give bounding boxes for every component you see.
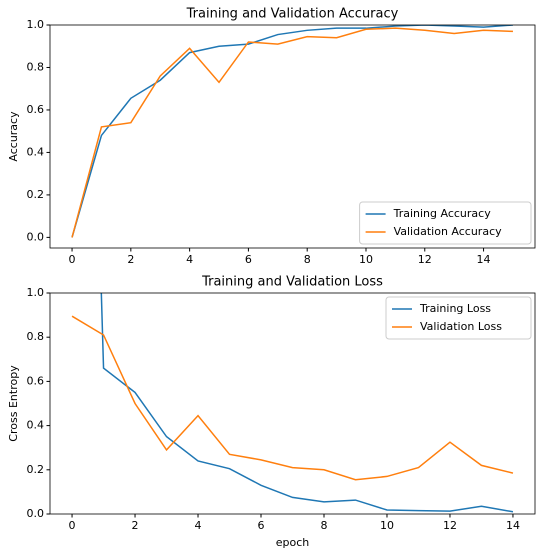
y-tick-label: 1.0 [27,286,45,299]
line-series [71,315,514,481]
y-tick-label: 0.2 [27,188,45,201]
x-tick-label: 10 [359,253,373,266]
legend-box [385,296,532,340]
legend-box [359,201,532,245]
chart-title: Training and Validation Accuracy [186,7,399,22]
line-series [71,25,514,238]
y-tick-label: 0.0 [27,230,45,243]
axes-frame [49,24,536,249]
y-tick-label: 0.0 [27,507,45,520]
x-tick-label: 14 [477,253,491,266]
x-tick-label: 0 [69,519,76,532]
y-tick-label: 0.4 [27,419,45,432]
y-tick-label: 0.8 [27,60,45,73]
y-tick-label: 0.6 [27,374,45,387]
x-tick-label: 0 [69,253,76,266]
x-tick-label: 6 [258,519,265,532]
legend-label: Training Accuracy [393,207,492,220]
line-series [100,293,514,513]
chart-title: Training and Validation Loss [201,275,383,290]
y-tick-label: 0.2 [27,463,45,476]
y-tick-label: 0.6 [27,103,45,116]
y-axis-label: Accuracy [7,111,20,162]
legend-label: Validation Loss [420,320,502,333]
x-tick-label: 10 [380,519,394,532]
axes-frame [49,292,536,515]
x-tick-label: 8 [304,253,311,266]
x-tick-label: 4 [186,253,193,266]
y-tick-label: 0.4 [27,145,45,158]
x-tick-label: 12 [418,253,432,266]
line-series [71,27,513,238]
x-tick-label: 6 [245,253,252,266]
x-tick-label: 8 [320,519,327,532]
subplot: Training and Validation Loss Cross Entrop… [7,275,536,549]
y-tick-label: 0.8 [27,330,45,343]
y-axis-label: Cross Entropy [7,365,20,442]
x-tick-label: 4 [195,519,202,532]
x-tick-label: 2 [132,519,139,532]
legend-label: Validation Accuracy [394,225,503,238]
x-tick-label: 14 [506,519,520,532]
subplot: Training and Validation Accuracy Accuracy… [7,7,536,266]
x-axis-label: epoch [276,536,310,549]
y-tick-label: 1.0 [27,18,45,31]
x-tick-label: 2 [127,253,134,266]
x-tick-label: 12 [443,519,457,532]
legend-label: Training Loss [419,302,491,315]
